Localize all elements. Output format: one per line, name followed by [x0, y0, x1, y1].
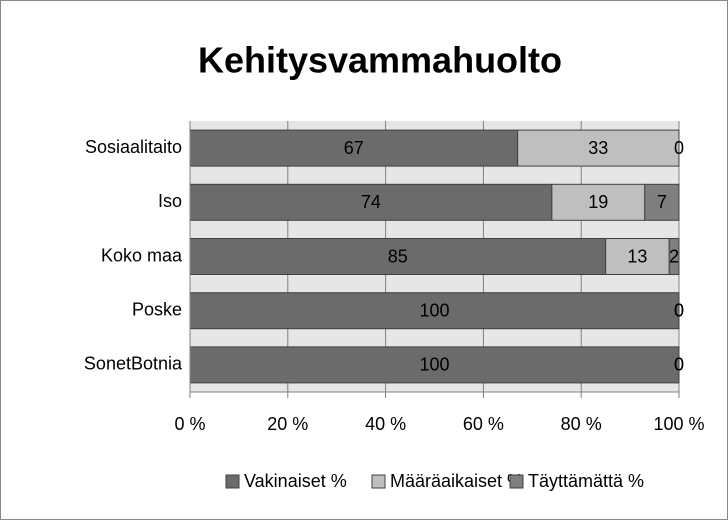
y-tick-label: Sosiaalitaito — [85, 137, 182, 157]
data-label: 85 — [388, 246, 408, 266]
data-label: 7 — [657, 192, 667, 212]
x-tick-label: 20 % — [267, 414, 308, 434]
y-tick-label: Poske — [132, 299, 182, 319]
y-tick-label: SonetBotnia — [84, 354, 183, 374]
data-label: 100 — [419, 300, 449, 320]
data-label: 67 — [344, 138, 364, 158]
y-tick-label: Iso — [158, 191, 182, 211]
bar-segment — [189, 346, 680, 384]
legend-label: Määräaikaiset % — [390, 471, 523, 491]
legend-swatch — [225, 474, 240, 489]
legend-label: Täyttämättä % — [528, 471, 644, 491]
data-label: 100 — [419, 355, 449, 375]
bar-segment — [517, 129, 680, 167]
bar-segment — [551, 183, 646, 221]
legend-label: Vakinaiset % — [244, 471, 347, 491]
legend-swatch — [509, 474, 524, 489]
data-label: 0 — [674, 355, 684, 375]
x-tick-label: 40 % — [365, 414, 406, 434]
bar-segment — [605, 238, 670, 275]
y-tick-label: Koko maa — [101, 245, 183, 265]
bar-segment — [189, 292, 680, 330]
bar-segment — [644, 183, 680, 221]
data-label: 13 — [627, 246, 647, 266]
x-tick-label: 100 % — [653, 414, 704, 434]
bar-segment — [189, 183, 553, 221]
x-tick-label: 0 % — [174, 414, 205, 434]
bar-segment — [668, 238, 680, 275]
x-tick-label: 80 % — [561, 414, 602, 434]
x-tick-label: 60 % — [463, 414, 504, 434]
data-label: 0 — [674, 300, 684, 320]
chart-title: Kehitysvammahuolto — [198, 40, 562, 81]
data-label: 19 — [588, 192, 608, 212]
legend-swatch — [371, 474, 386, 489]
data-label: 0 — [674, 138, 684, 158]
bar-segment — [189, 238, 607, 275]
data-label: 74 — [361, 192, 381, 212]
data-label: 0 — [674, 355, 684, 375]
data-label: 0 — [674, 300, 684, 320]
data-label: 2 — [669, 246, 679, 266]
data-label: 33 — [588, 138, 608, 158]
